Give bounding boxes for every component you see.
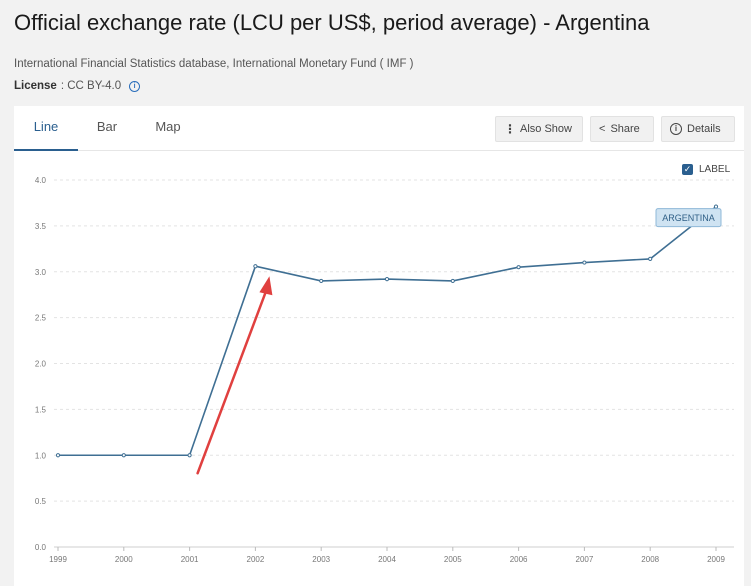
label-toggle-text: LABEL [699,164,731,175]
series-label-text: ARGENTINA [662,213,715,223]
x-tick-label: 2008 [641,555,659,564]
y-tick-label: 0.0 [35,543,47,552]
chart-tabs: Line Bar Map ⋮ Also Show < Share i Detai… [14,106,744,151]
info-circle-icon: i [670,123,682,135]
series-label-argentina: ARGENTINA [655,208,722,228]
license-value: : CC BY-4.0 [60,80,122,92]
info-icon[interactable]: i [129,80,141,92]
share-icon: < [599,123,606,135]
x-tick-label: 2000 [115,555,133,564]
x-tick-label: 2001 [181,555,199,564]
x-tick-label: 2009 [707,555,725,564]
tab-bar[interactable]: Bar [96,119,118,134]
data-source: International Financial Statistics datab… [14,58,414,70]
chart-panel: Line Bar Map ⋮ Also Show < Share i Detai… [14,106,744,586]
x-tick-label: 1999 [49,555,67,564]
series-label-box [655,208,722,228]
data-point [582,260,587,265]
x-tick-label: 2005 [444,555,462,564]
arrow-annotation [196,276,273,475]
x-tick-label: 2004 [378,555,396,564]
x-tick-label: 2003 [312,555,330,564]
license-label: License [14,80,57,92]
details-button[interactable]: i Details [661,116,735,142]
license: License : CC BY-4.0 i [14,80,141,92]
arrow-head [259,276,273,296]
line-chart: 0.0 0.5 1.0 1.5 2.0 2.5 3.0 3.5 4.0 1999 2000 2001… [35,176,734,564]
details-label: Details [687,123,721,135]
gridlines [54,179,734,548]
data-point [55,453,61,458]
y-tick-label: 2.5 [35,314,47,323]
x-tick-label: 2006 [510,555,528,564]
x-axis: 1999 2000 2001 2002 2003 2004 2005 2006 2007 2008… [49,546,734,564]
y-tick-label: 1.0 [35,451,47,460]
arrow-shaft [196,288,268,475]
data-points [55,204,719,458]
y-tick-label: 1.5 [35,405,47,414]
more-vertical-icon: ⋮ [504,122,516,136]
data-point [121,453,126,458]
data-point [713,204,719,209]
tab-line[interactable]: Line [14,106,78,151]
x-tick-label: 2002 [247,555,265,564]
x-tick-label: 2007 [576,555,594,564]
share-label: Share [610,123,640,135]
y-tick-label: 3.0 [35,268,47,277]
checkbox-checked-icon[interactable]: ✓ [682,164,693,175]
data-point [319,278,324,284]
y-tick-label: 4.0 [35,176,47,185]
y-tick-label: 3.5 [35,222,47,231]
y-axis: 0.0 0.5 1.0 1.5 2.0 2.5 3.0 3.5 4.0 [35,176,47,552]
label-toggle[interactable]: ✓ LABEL [682,164,730,175]
y-tick-label: 2.0 [35,360,47,369]
y-tick-label: 0.5 [35,497,47,506]
series-line-argentina [58,205,717,457]
page-title: Official exchange rate (LCU per US$, per… [14,10,650,35]
data-point [516,265,521,270]
share-button[interactable]: < Share [590,116,654,142]
data-point [253,264,258,269]
also-show-button[interactable]: ⋮ Also Show [495,116,583,142]
also-show-label: Also Show [520,123,572,135]
data-point [450,278,455,284]
data-point [187,453,192,458]
data-point [384,276,390,282]
data-point [648,256,653,262]
tab-map[interactable]: Map [155,119,181,134]
